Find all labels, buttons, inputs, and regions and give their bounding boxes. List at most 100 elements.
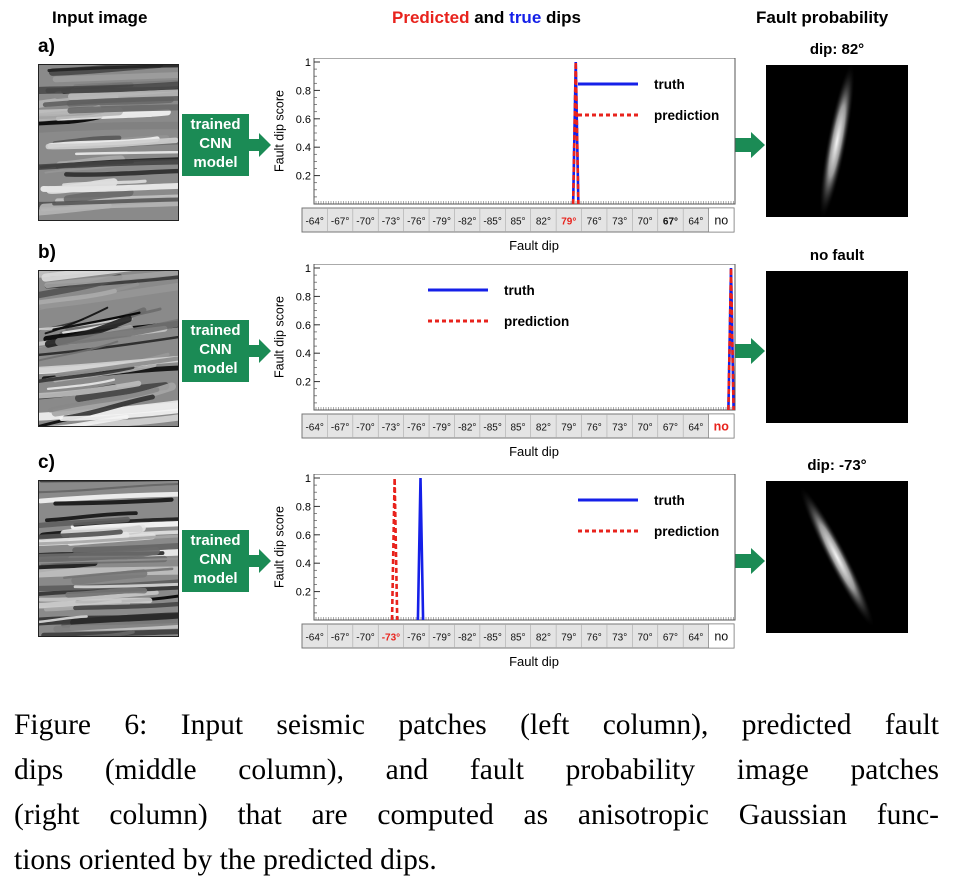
y-tick-label: 1	[305, 58, 311, 69]
x-axis-label: Fault dip	[509, 238, 559, 253]
x-category-label: -76°	[407, 217, 425, 228]
arrow-right-icon	[731, 132, 765, 158]
plot-frame	[313, 474, 736, 621]
x-category-label: 79°	[561, 633, 576, 644]
x-category-label: -85°	[483, 633, 501, 644]
input-image-header: Input image	[52, 8, 148, 27]
x-category-label: 67°	[663, 217, 678, 228]
legend-prediction-label: prediction	[504, 314, 569, 329]
x-category-label: -73°	[382, 423, 400, 434]
x-category-label: -76°	[407, 423, 425, 434]
x-category-label: -76°	[407, 633, 425, 644]
x-category-label: no	[714, 630, 728, 644]
prediction-line	[727, 267, 735, 411]
x-category-label: 67°	[663, 633, 678, 644]
y-tick-label: 0.8	[296, 501, 311, 513]
fault-probability-image	[766, 65, 908, 217]
x-category-label: -70°	[356, 423, 374, 434]
y-tick-label: 1	[305, 474, 311, 485]
x-category-label: -85°	[483, 217, 501, 228]
arrow-right-icon	[731, 548, 765, 574]
seismic-patch-graphic	[39, 65, 178, 220]
seismic-patch-graphic	[39, 481, 178, 636]
arrow-right-icon	[249, 339, 271, 363]
fault-probability-title: dip: -73°	[807, 457, 867, 474]
x-category-label: 70°	[637, 633, 652, 644]
y-axis-label: Fault dip score	[272, 90, 286, 172]
arrow-right-icon	[249, 133, 271, 157]
cnn-label-line: model	[193, 570, 238, 587]
fault-probability-image	[766, 271, 908, 423]
arrow-right-icon	[249, 549, 271, 573]
x-category-label: no	[714, 214, 728, 228]
x-category-label: -82°	[458, 217, 476, 228]
row-label: b)	[38, 242, 56, 263]
dip-score-chart: Fault dip score 0.2 0.4 0.6 0.8 1 -64° -67° -70°…	[272, 264, 736, 459]
x-category-label: 73°	[612, 633, 627, 644]
fault-probability-graphic	[766, 271, 908, 423]
x-category-label: -70°	[356, 633, 374, 644]
header-true: true	[509, 8, 542, 27]
plot-frame	[313, 58, 736, 205]
y-tick-label: 0.6	[296, 114, 311, 126]
x-category-label: -67°	[331, 217, 349, 228]
x-category-label: 79°	[561, 423, 576, 434]
fault-probability-title: dip: 82°	[809, 41, 865, 58]
trained-cnn-model-box: trained CNN model	[182, 114, 249, 176]
legend-prediction-label: prediction	[654, 524, 719, 539]
x-category-label: 70°	[637, 217, 652, 228]
x-category-label: -67°	[331, 423, 349, 434]
caption-line: dips (middle column), and fault probabil…	[14, 754, 939, 786]
x-axis-label: Fault dip	[509, 654, 559, 669]
x-category-label: -70°	[356, 217, 374, 228]
figure-caption: Figure 6: Input seismic patches (left co…	[14, 703, 939, 883]
y-tick-label: 1	[305, 264, 311, 275]
x-category-label: 64°	[688, 217, 703, 228]
x-category-label: 79°	[561, 217, 576, 228]
x-category-label: 82°	[536, 423, 551, 434]
seismic-patch-graphic	[39, 271, 178, 426]
cnn-label-line: CNN	[199, 551, 232, 568]
header-predicted: Predicted	[392, 8, 470, 27]
fault-gaussian	[799, 485, 875, 629]
x-category-label: -67°	[331, 633, 349, 644]
fault-probability-title: no fault	[809, 247, 865, 264]
input-seismic-image	[38, 480, 179, 637]
row-label: c)	[38, 452, 55, 473]
cnn-label-line: CNN	[199, 341, 232, 358]
header-dips: dips	[541, 8, 581, 27]
y-tick-label: 0.2	[296, 377, 311, 389]
caption-line: (right column) that are computed as anis…	[14, 799, 939, 831]
x-category-label: 64°	[688, 633, 703, 644]
x-category-label: 73°	[612, 217, 627, 228]
x-category-label: 82°	[536, 217, 551, 228]
x-category-label: -79°	[433, 217, 451, 228]
trained-cnn-model-box: trained CNN model	[182, 530, 249, 592]
x-category-label: 85°	[510, 423, 525, 434]
prediction-line	[390, 477, 399, 621]
fault-probability-image	[766, 481, 908, 633]
x-category-label: 76°	[587, 633, 602, 644]
cnn-label-line: model	[193, 360, 238, 377]
y-tick-label: 0.6	[296, 320, 311, 332]
x-axis-label: Fault dip	[509, 444, 559, 459]
x-category-label: -79°	[433, 423, 451, 434]
x-category-label: -79°	[433, 633, 451, 644]
header-and: and	[469, 8, 510, 27]
legend-truth-label: truth	[654, 77, 685, 92]
y-axis-label: Fault dip score	[272, 296, 286, 378]
fault-probability-graphic	[766, 65, 908, 217]
legend-truth-label: truth	[654, 493, 685, 508]
x-category-label: -73°	[382, 633, 400, 644]
dip-category-strip	[301, 207, 735, 233]
x-category-label: 73°	[612, 423, 627, 434]
cnn-label-line: trained	[190, 532, 241, 549]
cnn-label-line: trained	[190, 322, 241, 339]
y-tick-label: 0.4	[296, 142, 311, 154]
x-category-label: -73°	[382, 217, 400, 228]
caption-line: Figure 6: Input seismic patches (left co…	[14, 709, 939, 741]
arrow-right-icon	[731, 338, 765, 364]
x-category-label: 85°	[510, 633, 525, 644]
fault-gaussian	[819, 65, 855, 217]
x-category-label: -82°	[458, 423, 476, 434]
